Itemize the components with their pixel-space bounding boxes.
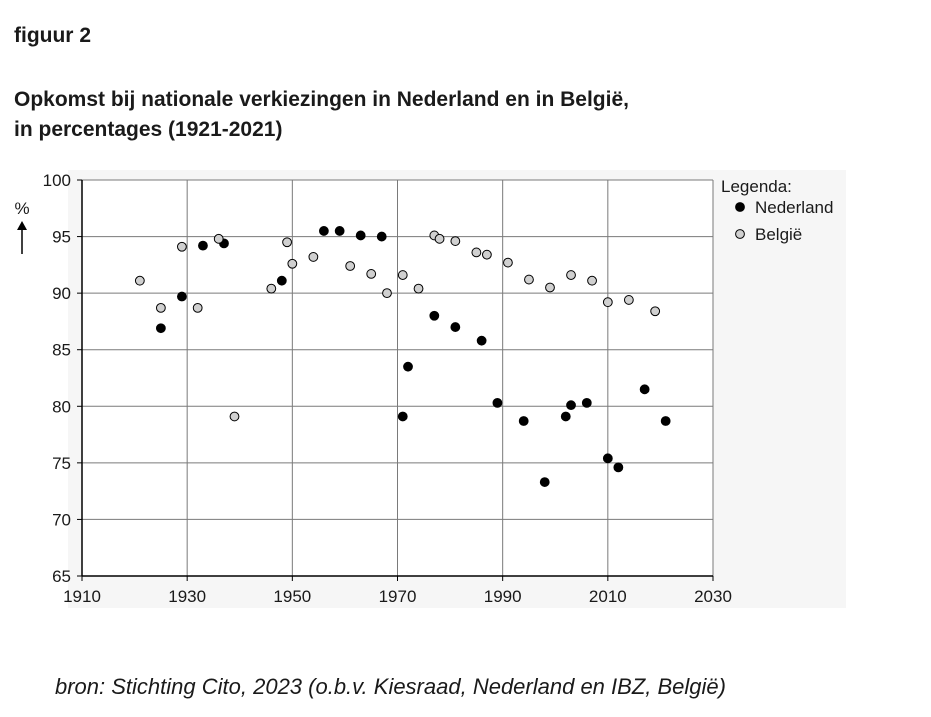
y-tick-label: 65 xyxy=(52,567,71,586)
x-tick-label: 1950 xyxy=(273,587,311,606)
data-point-belgie xyxy=(450,236,461,246)
data-point-belgie xyxy=(587,275,597,286)
data-point-belgie xyxy=(623,295,634,305)
legend-marker-nederland xyxy=(735,202,745,212)
data-points xyxy=(134,226,671,487)
x-tick-label: 2030 xyxy=(694,587,732,606)
data-point-belgie xyxy=(434,233,445,244)
data-point-nederland xyxy=(429,310,440,321)
data-point-nederland xyxy=(639,384,650,395)
data-point-belgie xyxy=(155,302,166,313)
legend-label-belgie: België xyxy=(755,225,802,244)
data-point-nederland xyxy=(660,416,671,426)
data-point-nederland xyxy=(613,462,624,473)
scatter-chart: 65 70 75 80 85 90 95 100 1910 1930 1950 1970 1990 201… xyxy=(0,165,850,610)
data-point-belgie xyxy=(308,252,319,262)
data-point-belgie xyxy=(345,261,356,271)
data-point-nederland xyxy=(155,323,166,334)
data-point-nederland xyxy=(581,397,592,408)
data-point-nederland xyxy=(198,240,208,251)
data-point-belgie xyxy=(382,288,392,299)
data-point-nederland xyxy=(403,361,413,372)
data-point-belgie xyxy=(229,411,240,422)
up-arrow-head-icon xyxy=(17,221,27,230)
data-point-nederland xyxy=(518,416,529,426)
y-tick-label: 100 xyxy=(43,171,71,190)
chart: 65 70 75 80 85 90 95 100 1910 1930 1950 1970 1990 201… xyxy=(0,165,850,610)
data-point-belgie xyxy=(413,283,424,294)
data-point-nederland xyxy=(334,226,345,236)
data-point-nederland xyxy=(476,335,487,346)
data-point-belgie xyxy=(213,233,224,244)
data-point-belgie xyxy=(397,270,408,280)
data-point-nederland xyxy=(397,411,408,422)
y-axis-label: % xyxy=(14,199,29,218)
legend-title: Legenda: xyxy=(721,177,792,196)
x-tick-label: 1970 xyxy=(379,587,417,606)
data-point-belgie xyxy=(177,241,187,252)
source-note: bron: Stichting Cito, 2023 (o.b.v. Kiesr… xyxy=(55,674,726,699)
y-tick-label: 95 xyxy=(52,228,71,247)
data-point-nederland xyxy=(355,230,366,241)
y-tick-label: 90 xyxy=(52,284,71,303)
x-tick-label: 1990 xyxy=(484,587,522,606)
data-point-belgie xyxy=(287,258,298,269)
x-tick-label: 1930 xyxy=(168,587,206,606)
y-tick-label: 80 xyxy=(52,397,71,416)
x-tick-label: 1910 xyxy=(63,587,101,606)
figure-label: figuur 2 xyxy=(14,24,91,47)
data-point-nederland xyxy=(450,322,461,332)
data-point-nederland xyxy=(318,226,329,236)
chart-title-line-2: in percentages (1921-2021) xyxy=(14,118,283,141)
data-point-belgie xyxy=(282,237,292,248)
legend-marker-belgie xyxy=(735,229,745,239)
data-point-nederland xyxy=(376,231,387,242)
data-point-belgie xyxy=(481,249,492,260)
data-point-nederland xyxy=(539,477,550,487)
data-point-belgie xyxy=(602,297,613,308)
data-point-nederland xyxy=(492,397,503,408)
y-tick-label: 75 xyxy=(52,454,71,473)
data-point-belgie xyxy=(524,274,534,285)
grid xyxy=(68,170,846,608)
data-point-belgie xyxy=(545,282,555,293)
data-point-nederland xyxy=(177,291,187,302)
data-point-belgie xyxy=(650,306,661,317)
y-tick-label: 85 xyxy=(52,341,71,360)
chart-title-line-1: Opkomst bij nationale verkiezingen in Ne… xyxy=(14,88,629,111)
data-point-nederland xyxy=(566,400,576,411)
data-point-belgie xyxy=(134,275,145,286)
data-point-nederland xyxy=(602,453,613,464)
legend: Legenda: Nederland België xyxy=(721,177,833,244)
data-point-belgie xyxy=(566,270,576,280)
data-point-belgie xyxy=(266,283,277,294)
data-point-nederland xyxy=(560,411,571,422)
data-point-belgie xyxy=(366,269,377,279)
x-tick-label: 2010 xyxy=(589,587,627,606)
data-point-belgie xyxy=(471,247,482,258)
data-point-nederland xyxy=(276,275,287,286)
data-point-belgie xyxy=(503,257,513,268)
chart-title: Opkomst bij nationale verkiezingen in Ne… xyxy=(14,85,629,145)
data-point-belgie xyxy=(192,302,203,313)
legend-label-nederland: Nederland xyxy=(755,198,833,217)
axes: 65 70 75 80 85 90 95 100 1910 1930 1950 1970 1990 201… xyxy=(14,171,731,606)
y-tick-label: 70 xyxy=(52,510,71,529)
